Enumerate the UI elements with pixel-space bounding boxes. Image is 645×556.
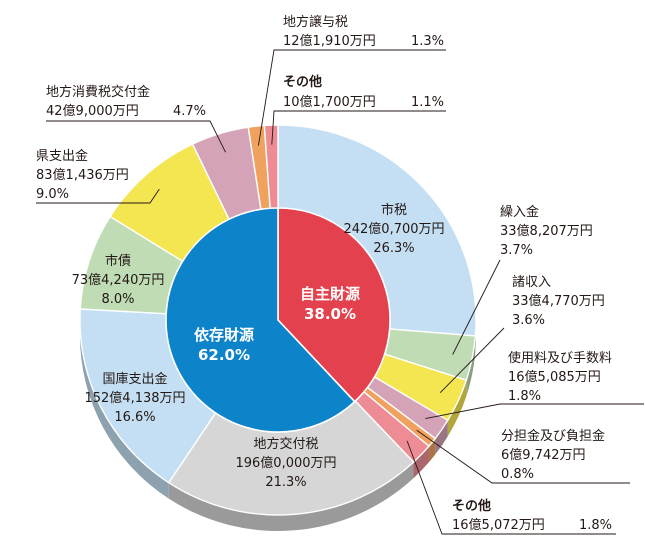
pie-side-3: [435, 420, 448, 455]
label-shoshunyu-name: 諸収入: [512, 274, 551, 290]
label-ken: 県支出金 83億1,436万円 9.0%: [36, 148, 129, 202]
label-buntankin-name: 分担金及び負担金: [501, 428, 605, 444]
label-shohizei-name: 地方消費税交付金: [46, 84, 150, 100]
pie-side-7: [80, 320, 169, 499]
label-shohizei-pct: 4.7%: [173, 104, 206, 119]
inner-label-jishu-pct: 38.0%: [304, 305, 356, 323]
label-shoshunyu: 諸収入 33億4,770万円 3.6%: [512, 274, 605, 328]
leader-line-11: [257, 49, 446, 146]
label-kuriirekin-amount: 33億8,207万円: [500, 223, 593, 239]
label-ken-amount: 83億1,436万円: [36, 167, 129, 183]
leader-line-2: [439, 327, 505, 394]
inner-label-izon-name: 依存財源: [194, 326, 254, 344]
label-buntankin-pct: 0.8%: [501, 467, 534, 482]
label-sonota-jishu: その他 16億5,072万円 1.8%: [452, 498, 612, 533]
label-kofuzei-amount: 196億0,000万円: [235, 455, 336, 471]
label-ken-name: 県支出金: [36, 148, 88, 164]
label-shiyoryo-amount: 16億5,085万円: [508, 369, 601, 385]
inner-label-jishu: 自主財源 38.0%: [300, 285, 360, 323]
pie-side-6: [168, 462, 414, 531]
leader-line-4: [416, 429, 630, 484]
label-shohizei-amount: 42億9,000万円: [46, 103, 139, 119]
label-sonota-izon-pct: 1.1%: [411, 95, 444, 110]
label-sonota-jishu-name: その他: [452, 498, 491, 514]
label-kokko-pct: 16.6%: [114, 410, 155, 425]
label-kofuzei: 地方交付税 196億0,000万円 21.3%: [235, 436, 336, 490]
label-joyozei-amount: 12億1,910万円: [283, 33, 376, 49]
leader-line-3: [425, 403, 644, 420]
label-buntankin: 分担金及び負担金 6億9,742万円 0.8%: [501, 428, 605, 482]
inner-label-jishu-name: 自主財源: [300, 285, 360, 303]
label-kokko-name: 国庫支出金: [102, 371, 167, 387]
label-sonota-izon: その他 10億1,700万円 1.1%: [283, 74, 444, 110]
label-shisai-pct: 8.0%: [101, 292, 134, 307]
label-kokko: 国庫支出金 152億4,138万円 16.6%: [84, 371, 185, 425]
label-joyozei-name: 地方譲与税: [283, 14, 348, 30]
label-shiyoryo: 使用料及び手数料 16億5,085万円 1.8%: [508, 350, 612, 404]
inner-label-izon-pct: 62.0%: [198, 346, 250, 364]
label-kuriirekin: 繰入金 33億8,207万円 3.7%: [500, 204, 593, 258]
leader-line-1: [452, 259, 501, 355]
leader-line-9: [36, 188, 160, 204]
label-shisai-amount: 73億4,240万円: [72, 272, 165, 288]
label-kuriirekin-pct: 3.7%: [500, 243, 533, 258]
label-buntankin-amount: 6億9,742万円: [501, 447, 586, 463]
label-sonota-jishu-amount: 16億5,072万円: [452, 517, 545, 533]
inner-slice-1: [165, 207, 356, 433]
label-shizei-amount: 242億0,700万円: [343, 221, 444, 237]
leader-line-10: [46, 120, 227, 153]
leader-line-5: [406, 440, 616, 535]
pie-side-5: [413, 446, 429, 479]
inner-slice-0: [277, 207, 391, 403]
label-kofuzei-pct: 21.3%: [265, 475, 306, 490]
inner-label-izon: 依存財源 62.0%: [194, 326, 254, 364]
leader-lines: [36, 49, 644, 535]
label-shizei: 市税 242億0,700万円 26.3%: [343, 202, 444, 256]
label-joyozei: 地方譲与税 12億1,910万円 1.3%: [283, 14, 444, 49]
label-sonota-jishu-pct: 1.8%: [579, 518, 612, 533]
label-shoshunyu-amount: 33億4,770万円: [512, 293, 605, 309]
label-sonota-izon-amount: 10億1,700万円: [283, 94, 376, 110]
label-shiyoryo-pct: 1.8%: [508, 389, 541, 404]
label-joyozei-pct: 1.3%: [411, 34, 444, 49]
label-shizei-name: 市税: [381, 202, 407, 218]
label-ken-pct: 9.0%: [36, 187, 69, 202]
label-shisai: 市債 73億4,240万円 8.0%: [72, 253, 165, 307]
label-shiyoryo-name: 使用料及び手数料: [508, 350, 612, 366]
label-shohizei: 地方消費税交付金 42億9,000万円 4.7%: [46, 84, 206, 119]
label-sonota-izon-name: その他: [283, 74, 322, 90]
label-kuriirekin-name: 繰入金: [500, 204, 539, 220]
label-kokko-amount: 152億4,138万円: [84, 390, 185, 406]
label-kofuzei-name: 地方交付税: [253, 436, 318, 452]
inner-pie: [165, 207, 391, 433]
label-shizei-pct: 26.3%: [373, 241, 414, 256]
leader-line-12: [271, 110, 446, 145]
label-shisai-name: 市債: [105, 253, 131, 269]
label-shoshunyu-pct: 3.6%: [512, 313, 545, 328]
